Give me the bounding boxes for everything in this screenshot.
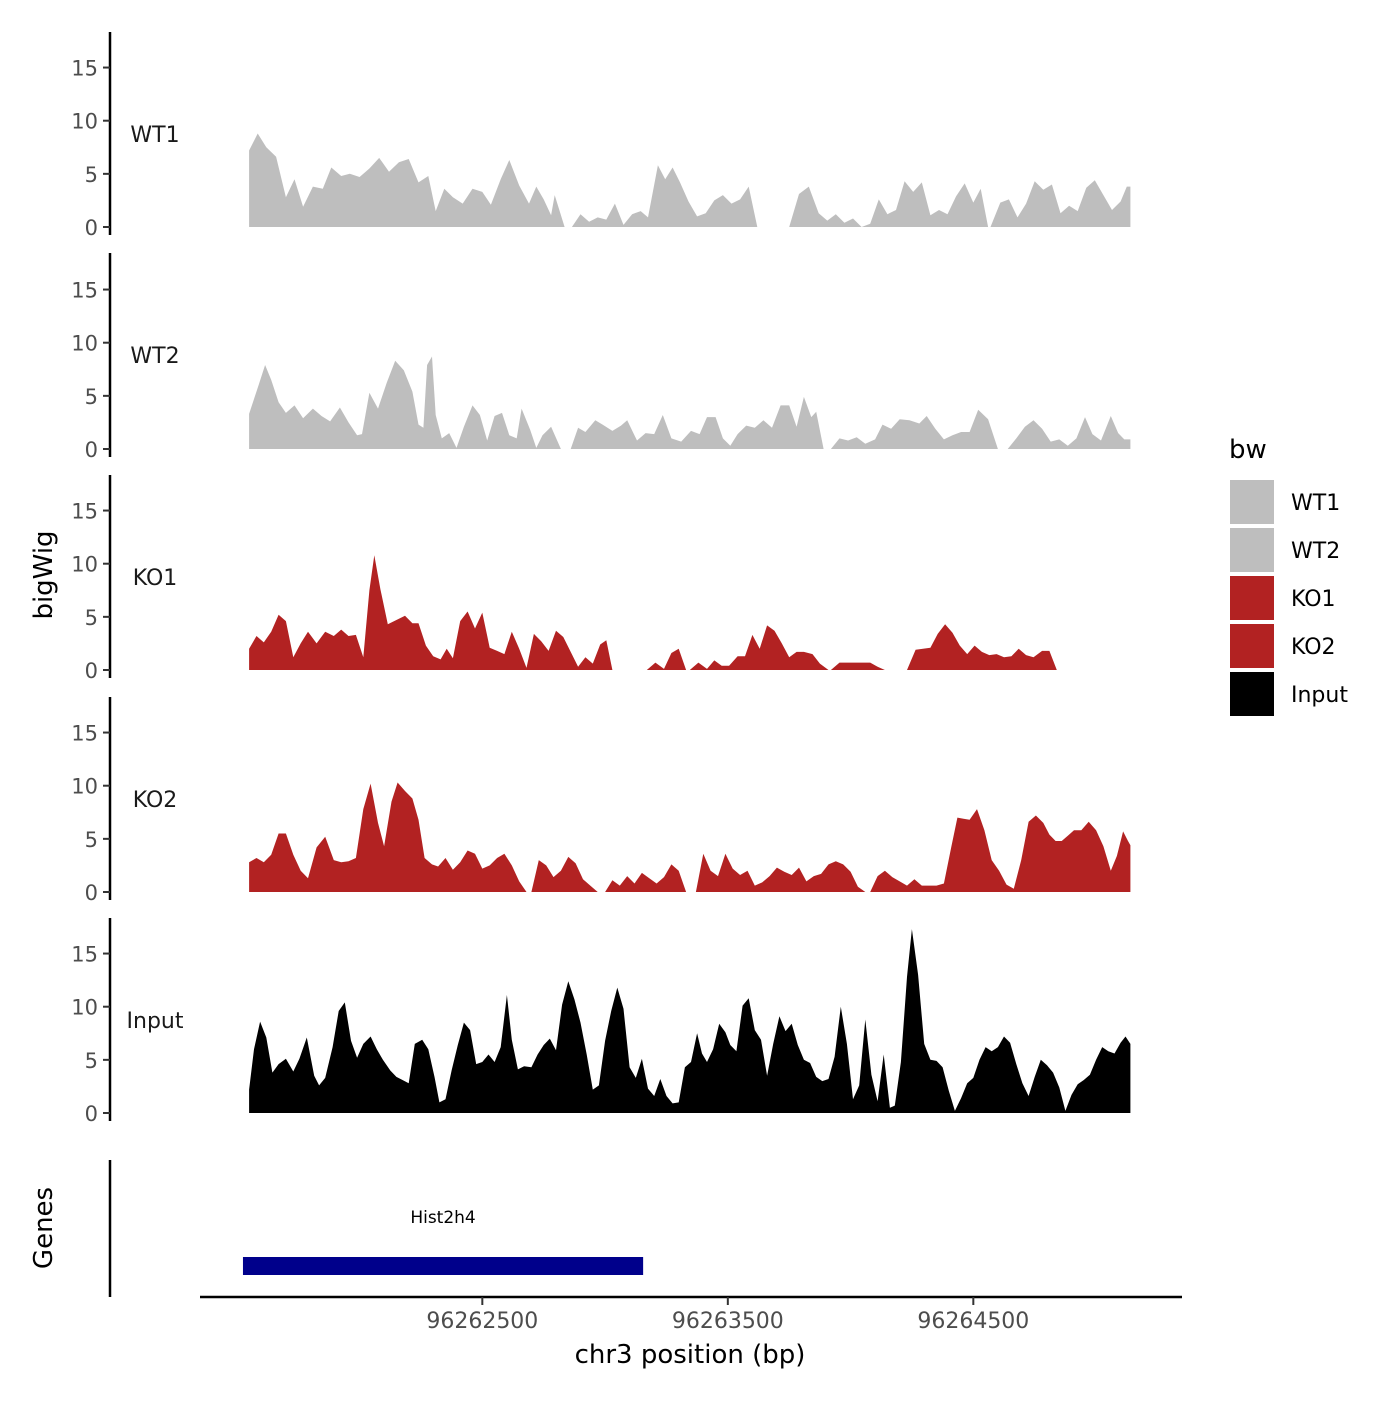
x-tick-label-96263500: 96263500	[672, 1309, 784, 1334]
area-ko2-segment-5	[870, 809, 1131, 892]
y-tick-label-ko1-10: 10	[71, 553, 98, 577]
area-ko1-segment-1	[249, 555, 613, 670]
area-ko2-segment-1	[249, 782, 527, 892]
y-tick-label-wt1-15: 15	[71, 57, 98, 81]
legend-label-wt1: WT1	[1291, 491, 1340, 516]
legend: WT1 WT2 KO1 KO2 Input	[1230, 480, 1348, 716]
legend-swatch-wt2	[1230, 528, 1274, 572]
y-tick-label-ko2-5: 5	[85, 828, 98, 852]
gene-label-hist2h4: Hist2h4	[410, 1208, 475, 1228]
y-tick-label-wt2-15: 15	[71, 279, 98, 303]
area-ko1-segment-2	[646, 648, 687, 670]
area-wt1-segment-1	[249, 133, 565, 227]
y-tick-label-wt2-10: 10	[71, 332, 98, 356]
area-ko2-segment-4	[695, 853, 866, 892]
legend-swatch-input	[1230, 672, 1274, 716]
legend-swatch-wt1	[1230, 480, 1274, 524]
data-layer: Hist2h4	[242, 133, 1131, 1275]
area-ko2-segment-3	[605, 864, 687, 892]
y-tick-label-ko2-10: 10	[71, 775, 98, 799]
area-ko1-segment-4	[830, 662, 885, 670]
y-tick-label-input-10: 10	[71, 996, 98, 1020]
area-wt2-segment-2	[570, 396, 824, 449]
legend-label-ko2: KO2	[1291, 635, 1336, 660]
legend-swatch-ko1	[1230, 576, 1274, 620]
y-tick-label-input-15: 15	[71, 943, 98, 967]
x-tick-label-96264500: 96264500	[917, 1309, 1029, 1334]
y-tick-label-ko2-0: 0	[85, 881, 98, 905]
legend-label-ko1: KO1	[1291, 587, 1336, 612]
y-axis-title: bigWig	[29, 530, 59, 619]
area-input-segment-1	[249, 929, 1131, 1113]
area-ko2-segment-2	[531, 856, 598, 892]
panel-label-input: Input	[127, 1009, 184, 1034]
y-tick-label-ko2-15: 15	[71, 722, 98, 746]
legend-label-wt2: WT2	[1291, 539, 1340, 564]
area-wt1-segment-3	[789, 181, 989, 227]
y-tick-label-input-5: 5	[85, 1049, 98, 1073]
x-axis-title: chr3 position (bp)	[575, 1340, 806, 1370]
legend-title: bw	[1229, 435, 1267, 465]
legend-swatch-ko2	[1230, 624, 1274, 668]
y-tick-label-ko1-15: 15	[71, 500, 98, 524]
panel-label-wt1: WT1	[130, 123, 179, 148]
y-tick-label-wt1-5: 5	[85, 163, 98, 187]
area-wt2-segment-1	[249, 356, 561, 449]
area-wt2-segment-4	[1007, 416, 1131, 449]
x-tick-label-96262500: 96262500	[426, 1309, 538, 1334]
area-wt1-segment-2	[571, 165, 758, 227]
genes-axis-title: Genes	[29, 1187, 59, 1269]
area-ko1-segment-3	[689, 625, 829, 670]
area-wt1-segment-4	[990, 180, 1131, 227]
y-tick-label-wt1-0: 0	[85, 216, 98, 240]
legend-label-input: Input	[1291, 683, 1348, 708]
y-tick-label-ko1-0: 0	[85, 659, 98, 683]
y-tick-label-wt2-0: 0	[85, 438, 98, 462]
y-tick-label-wt1-10: 10	[71, 110, 98, 134]
area-wt2-segment-3	[830, 409, 998, 449]
panel-label-ko2: KO2	[133, 788, 178, 813]
area-ko1-segment-5	[907, 624, 1057, 670]
y-tick-label-ko1-5: 5	[85, 606, 98, 630]
y-tick-label-input-0: 0	[85, 1102, 98, 1126]
panel-label-wt2: WT2	[130, 344, 179, 369]
axes-layer: 0 5 10 15 WT1 0 5 10 15 WT2 0 5 10 15 KO1 0 5 10 15 KO2 0 5 10…	[71, 32, 1182, 1334]
gene-bar-hist2h4	[242, 1257, 644, 1275]
y-tick-label-wt2-5: 5	[85, 385, 98, 409]
panel-label-ko1: KO1	[133, 566, 178, 591]
